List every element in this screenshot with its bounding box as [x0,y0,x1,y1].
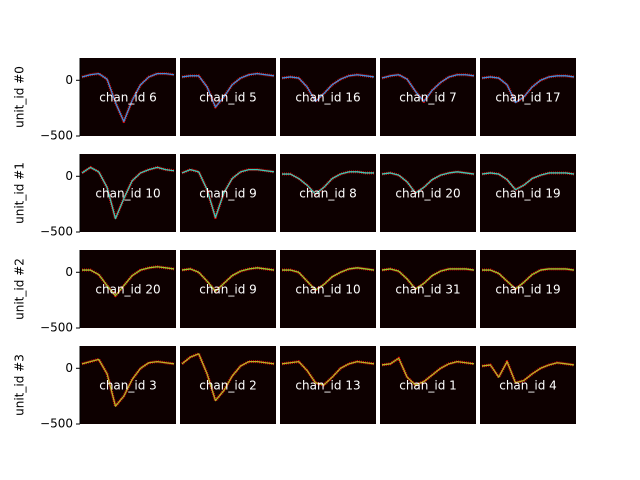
waveform [381,268,475,290]
panel [280,250,376,328]
panel [180,250,276,328]
channel-label: chan_id 31 [395,283,460,297]
waveform [481,75,575,104]
panel [380,250,476,328]
channel-label: chan_id 13 [295,379,360,393]
waveform [381,74,475,103]
waveform [381,357,475,386]
y-tick-label: 0 [65,169,73,183]
channel-label: chan_id 6 [99,91,157,105]
y-tick-label: 0 [65,361,73,375]
waveform [482,268,575,290]
y-axis-label: unit_id #2 [13,258,27,320]
channel-label: chan_id 1 [399,379,457,393]
panel [280,58,376,136]
channel-label: chan_id 7 [399,91,457,105]
channel-label: chan_id 9 [199,187,257,201]
y-tick-label: −500 [40,129,73,143]
panel [180,154,276,232]
panel [380,346,476,424]
waveform [281,74,375,103]
panel [280,154,376,232]
waveform [282,171,374,195]
channel-label: chan_id 4 [499,379,557,393]
channel-label: chan_id 16 [295,91,360,105]
channel-label: chan_id 19 [495,187,560,201]
panel [180,58,276,136]
waveform [81,166,175,220]
waveform [181,72,275,108]
y-axis-label: unit_id #1 [13,162,27,224]
panel [80,58,176,136]
y-tick-label: −500 [40,417,73,431]
waveform [81,72,175,123]
panel [380,154,476,232]
waveform [381,171,475,194]
waveform [481,172,575,191]
panel [180,346,276,424]
waveform [181,168,275,219]
channel-label: chan_id 20 [395,187,460,201]
y-tick-label: 0 [65,265,73,279]
channel-label: chan_id 20 [95,283,160,297]
waveform [181,353,275,402]
panel [480,58,576,136]
channel-label: chan_id 10 [295,283,360,297]
waveform [282,267,375,291]
channel-label: chan_id 5 [199,91,257,105]
channel-label: chan_id 17 [495,91,560,105]
waveform [82,266,175,297]
waveform [181,267,275,292]
waveform [281,360,375,386]
waveform [81,358,175,407]
y-tick-label: −500 [40,225,73,239]
panel [280,346,376,424]
panel [480,346,576,424]
panel [480,250,576,328]
channel-label: chan_id 19 [495,283,560,297]
channel-label: chan_id 10 [95,187,160,201]
channel-label: chan_id 9 [199,283,257,297]
waveform [481,360,575,384]
panel [480,154,576,232]
y-axis-label: unit_id #3 [13,354,27,416]
y-axis-label: unit_id #0 [13,66,27,128]
channel-label: chan_id 3 [99,379,157,393]
panel [80,250,176,328]
y-tick-label: 0 [65,73,73,87]
y-tick-label: −500 [40,321,73,335]
channel-label: chan_id 2 [199,379,257,393]
channel-label: chan_id 8 [299,187,357,201]
